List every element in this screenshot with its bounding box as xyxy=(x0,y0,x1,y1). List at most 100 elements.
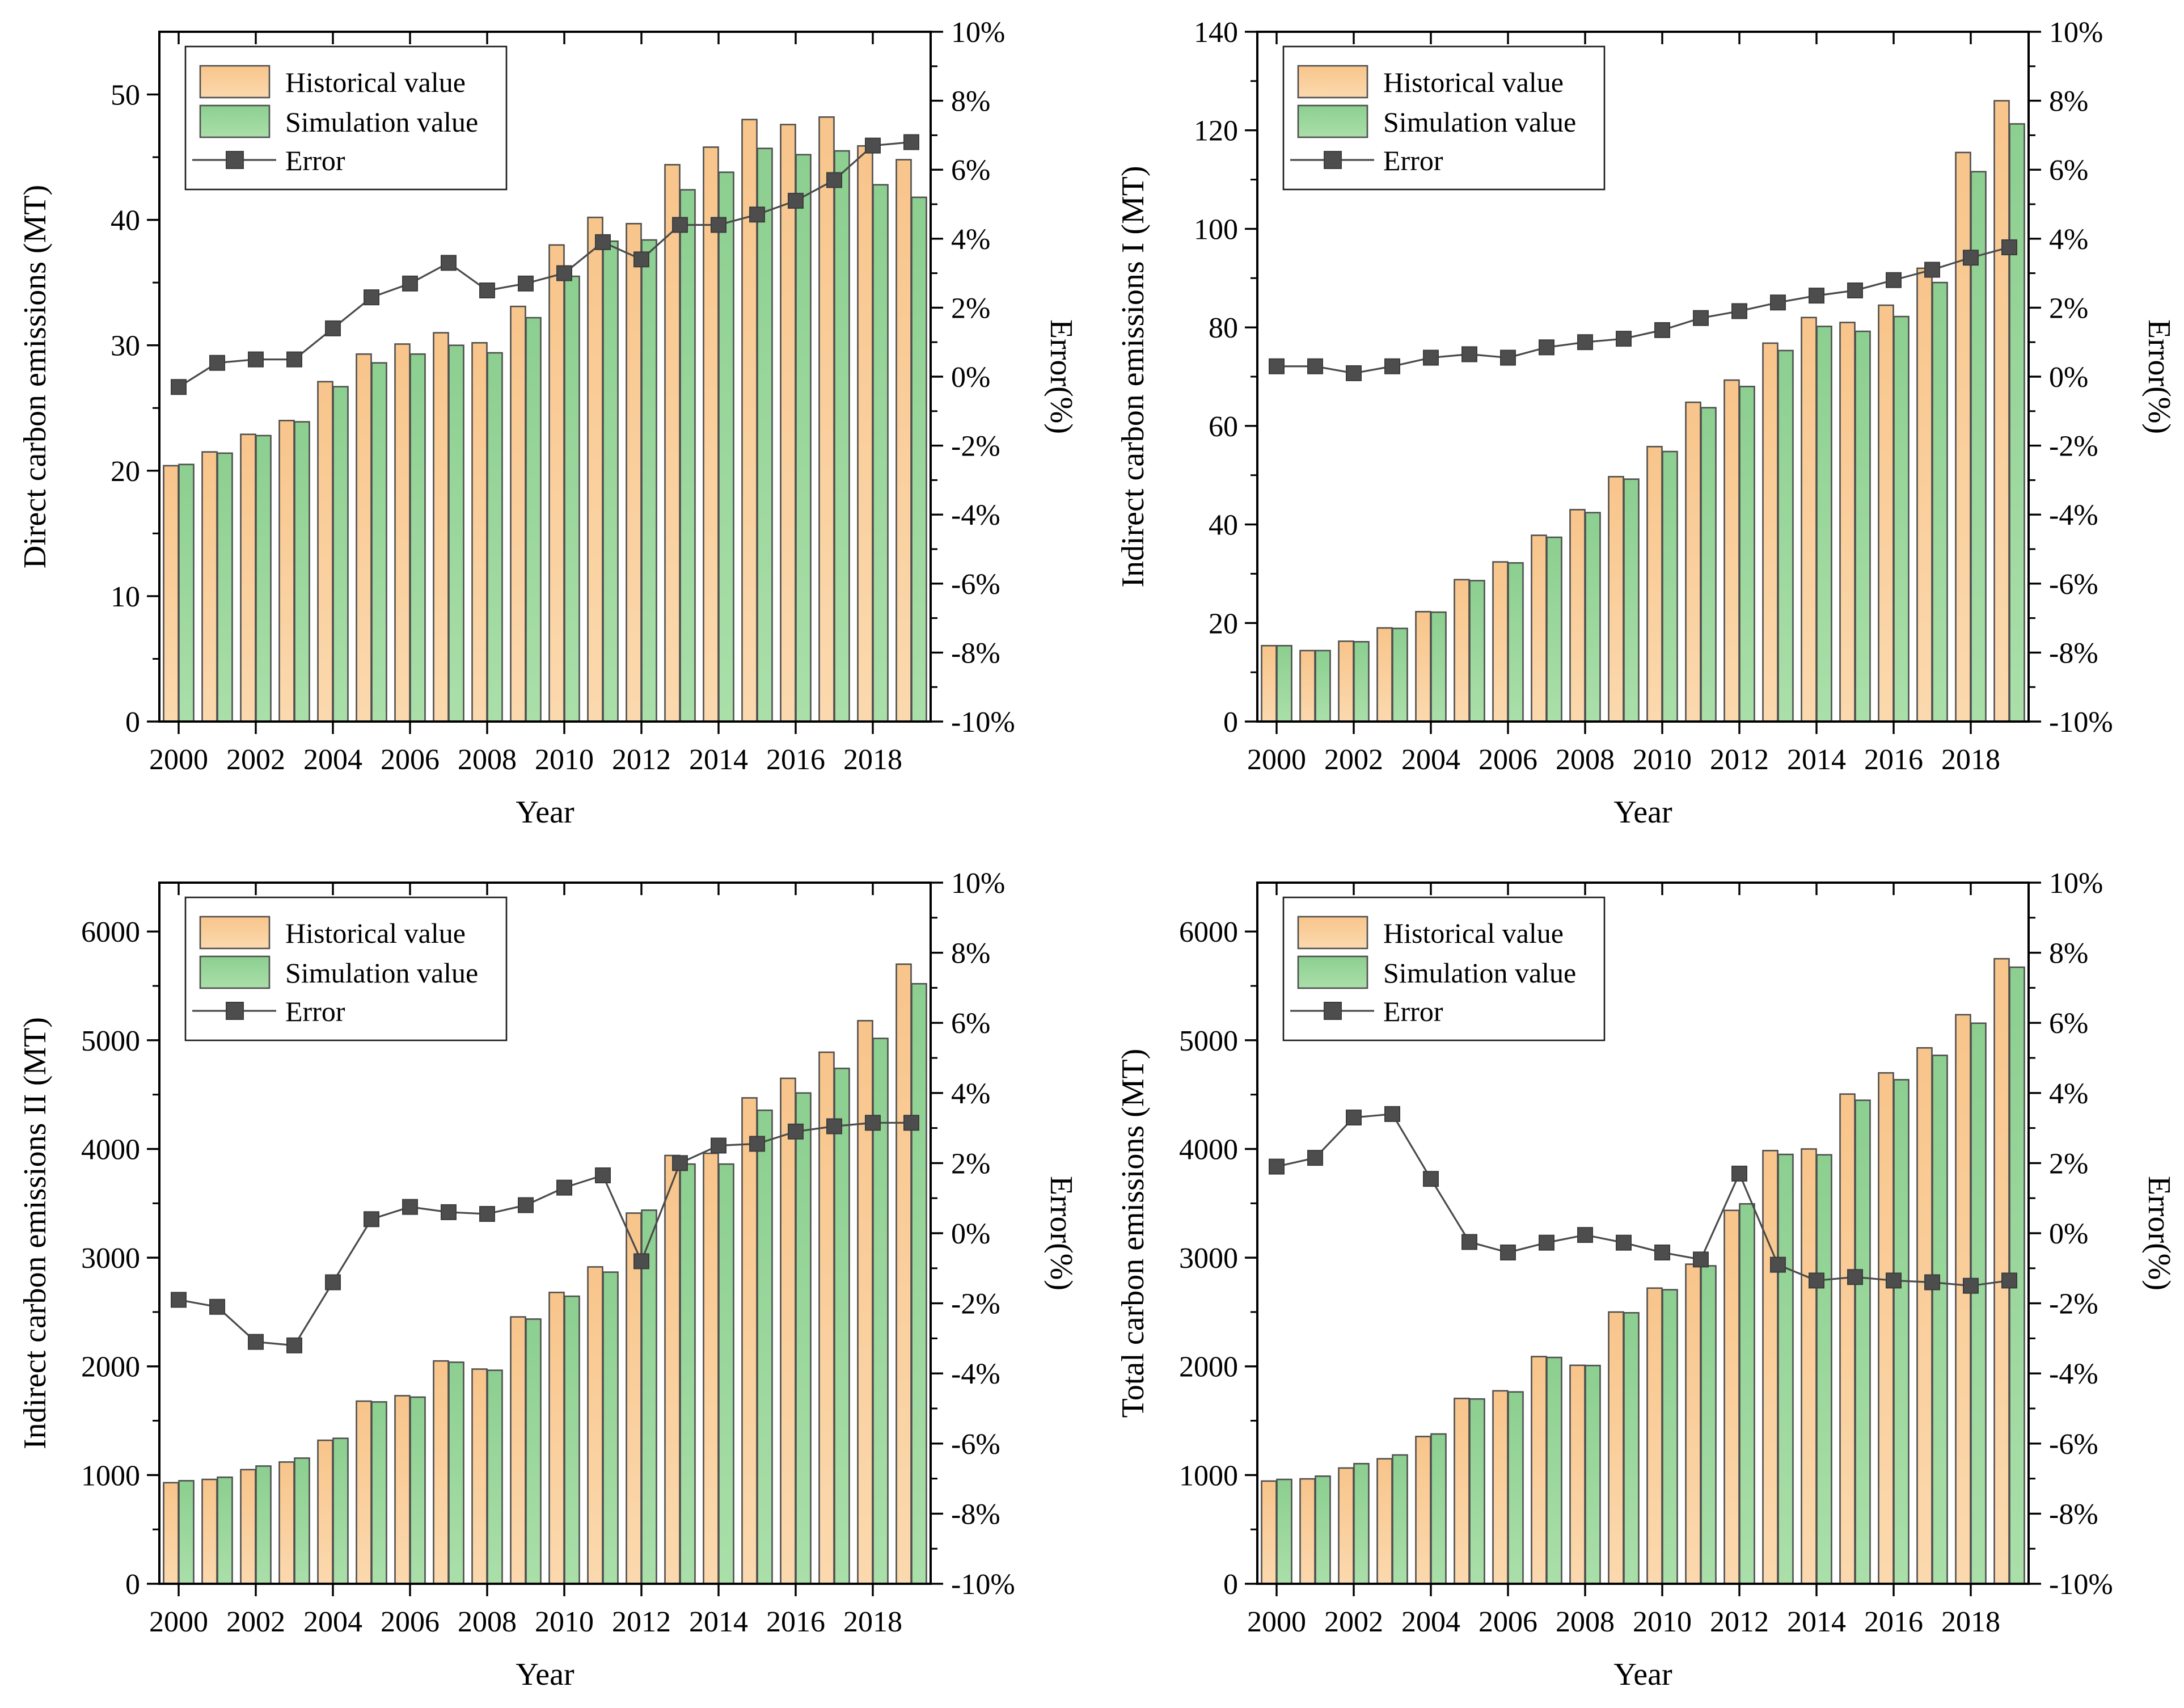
y-tick-label: 1000 xyxy=(81,1460,140,1492)
bar-simulation-2015 xyxy=(1855,1099,1871,1585)
bar-historical-2019 xyxy=(1993,100,2010,723)
error-tick-label: 0% xyxy=(951,361,990,394)
x-tick-label: 2012 xyxy=(1710,744,1769,776)
bar-simulation-2019 xyxy=(2009,123,2025,723)
legend-label-simulation: Simulation value xyxy=(1383,957,1576,989)
chart-direct-emissions: 0 10 20 30 40 50 2000 2002 2004 2006 2008 2010 2012 2… xyxy=(18,16,1075,830)
bar-simulation-2004 xyxy=(332,1437,349,1585)
error-tick-label: 2% xyxy=(2049,1148,2088,1180)
legend-swatch-simulation xyxy=(199,104,271,138)
error-marker-2013 xyxy=(672,217,688,233)
error-marker-2019 xyxy=(903,134,919,150)
legend-label-historical: Historical value xyxy=(1383,917,1564,949)
bar-simulation-2015 xyxy=(1855,330,1871,723)
error-marker-2000 xyxy=(171,1292,187,1308)
error-tick-label: 8% xyxy=(2049,86,2088,118)
bar-historical-2006 xyxy=(1492,1390,1509,1585)
error-marker-2010 xyxy=(556,1179,572,1196)
error-marker-2002 xyxy=(1346,365,1362,381)
error-marker-2008 xyxy=(479,282,495,298)
y-tick-label: 80 xyxy=(1209,312,1238,344)
error-tick-label: 4% xyxy=(951,223,990,256)
bar-simulation-2005 xyxy=(1469,580,1485,723)
bar-simulation-2002 xyxy=(255,435,272,723)
bar-historical-2006 xyxy=(1492,561,1509,723)
error-marker-2019 xyxy=(2001,239,2017,255)
x-tick-label: 2016 xyxy=(1864,1606,1923,1638)
x-tick-label: 2000 xyxy=(1247,744,1306,776)
bar-historical-2006 xyxy=(394,343,411,723)
bar-historical-2005 xyxy=(1454,579,1470,723)
bar-historical-2001 xyxy=(1299,650,1316,723)
bar-historical-2018 xyxy=(857,1020,873,1585)
error-marker-2011 xyxy=(595,1167,611,1184)
bar-historical-2004 xyxy=(317,381,333,723)
bar-historical-2018 xyxy=(1955,1014,1971,1585)
bar-historical-2012 xyxy=(1723,379,1740,723)
y-tick-label: 2000 xyxy=(1179,1351,1238,1384)
bar-historical-2016 xyxy=(780,124,796,723)
bar-simulation-2003 xyxy=(1392,1454,1408,1585)
error-marker-2004 xyxy=(325,320,341,336)
error-marker-2010 xyxy=(1654,1244,1670,1260)
bar-simulation-2016 xyxy=(795,1092,812,1585)
bar-historical-2002 xyxy=(1338,1467,1354,1585)
x-axis-title: Year xyxy=(1613,795,1672,830)
bar-historical-2013 xyxy=(664,164,681,723)
error-tick-label: -10% xyxy=(2049,706,2113,739)
legend: Historical value Simulation value Error xyxy=(1282,896,1606,1041)
error-tick-label: 6% xyxy=(2049,154,2088,187)
x-tick-label: 2002 xyxy=(226,1606,285,1638)
error-tick-label: -4% xyxy=(2049,1358,2098,1390)
error-marker-2001 xyxy=(209,355,225,371)
error-marker-2002 xyxy=(1346,1110,1362,1126)
legend-label-error: Error xyxy=(285,145,345,176)
bar-simulation-2009 xyxy=(1623,478,1640,723)
bar-historical-2011 xyxy=(1685,1263,1701,1585)
error-tick-label: 4% xyxy=(2049,223,2088,256)
bar-historical-2004 xyxy=(317,1439,333,1585)
bar-historical-2001 xyxy=(1299,1478,1316,1585)
error-tick-label: 10% xyxy=(951,867,1005,900)
error-tick-label: 10% xyxy=(951,16,1005,49)
bar-simulation-2011 xyxy=(1700,1265,1717,1585)
bar-simulation-2015 xyxy=(757,147,773,723)
bar-historical-2008 xyxy=(1569,1364,1586,1585)
bar-historical-2019 xyxy=(895,963,912,1585)
bar-simulation-2018 xyxy=(1970,1022,1987,1585)
y-tick-label: 0 xyxy=(1223,1568,1238,1601)
error-marker-2002 xyxy=(248,1334,264,1350)
error-marker-2003 xyxy=(1384,1106,1400,1122)
error-marker-2010 xyxy=(1654,322,1670,338)
error-marker-2005 xyxy=(364,1211,379,1228)
legend-label-simulation: Simulation value xyxy=(285,106,478,138)
bar-historical-2010 xyxy=(1646,1287,1663,1585)
bar-simulation-2017 xyxy=(834,150,850,723)
error-tick-label: 0% xyxy=(2049,361,2088,394)
error-marker-2002 xyxy=(248,351,264,368)
x-axis-title: Year xyxy=(1613,1657,1672,1692)
error-marker-2007 xyxy=(441,1204,457,1220)
bar-simulation-2001 xyxy=(217,452,233,723)
error-tick-label: -6% xyxy=(951,568,1000,601)
bar-historical-2019 xyxy=(895,159,912,723)
bar-historical-2014 xyxy=(703,1152,719,1585)
bar-historical-2015 xyxy=(1839,1093,1856,1585)
bar-historical-2000 xyxy=(163,465,179,723)
chart-panel-total-emissions: 0 1000 2000 3000 4000 5000 6000 2000 2002 2004 200… xyxy=(1107,859,2173,1704)
bar-historical-2008 xyxy=(471,342,488,723)
x-tick-label: 2018 xyxy=(1941,744,2000,776)
bar-historical-2009 xyxy=(1608,1311,1624,1585)
legend-label-simulation: Simulation value xyxy=(285,957,478,989)
chart-total-emissions: 0 1000 2000 3000 4000 5000 6000 2000 2002 2004 200… xyxy=(1116,867,2173,1692)
bar-simulation-2001 xyxy=(1315,1475,1331,1585)
x-tick-label: 2016 xyxy=(1864,744,1923,776)
error-tick-label: 10% xyxy=(2049,867,2103,900)
legend-label-error: Error xyxy=(285,996,345,1027)
error-marker-2003 xyxy=(286,351,302,368)
x-tick-label: 2006 xyxy=(381,744,440,776)
error-marker-2016 xyxy=(788,192,804,209)
legend: Historical value Simulation value Error xyxy=(184,45,508,191)
y-tick-label: 50 xyxy=(111,79,140,112)
error-marker-2011 xyxy=(595,234,611,250)
